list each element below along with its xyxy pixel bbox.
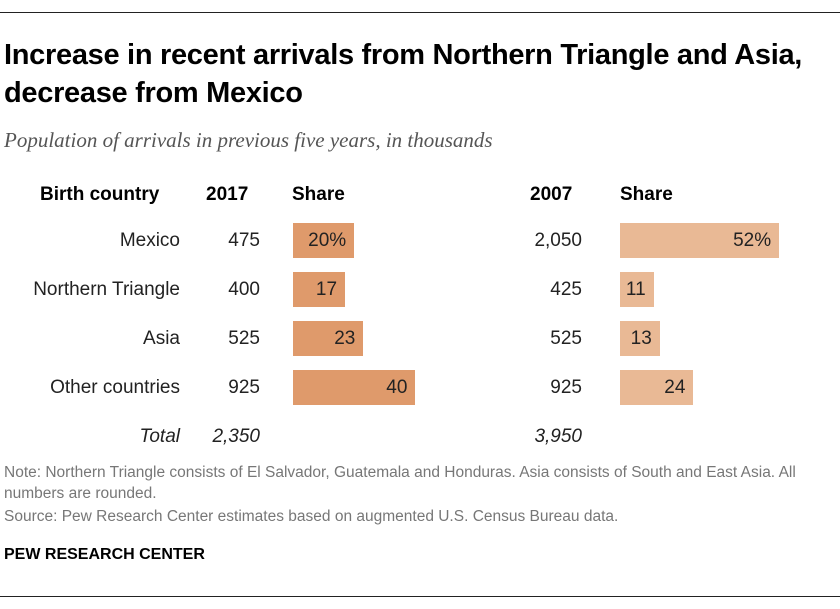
bar-share-2017: 40 [293,370,416,405]
brand-logo: PEW RESEARCH CENTER [4,546,205,563]
row-pop-2017: 925 [228,377,260,398]
row-pop-2017: 400 [228,279,260,300]
note-text: Note: Northern Triangle consists of El S… [4,464,796,502]
total-2017: 2,350 [212,426,260,447]
bar-share-2007: 11 [620,272,654,307]
row-country-label: Other countries [50,377,180,398]
header-share-2017: Share [292,184,345,205]
bar-share-2007: 52% [620,223,780,258]
row-pop-2007: 925 [550,377,582,398]
row-pop-2017: 475 [228,230,260,251]
bar-share-2007: 24 [620,370,694,405]
total-2007: 3,950 [534,426,582,447]
source-text: Source: Pew Research Center estimates ba… [4,508,619,525]
bar-share-2017: 23 [293,321,364,356]
row-pop-2007: 525 [550,328,582,349]
header-share-2007: Share [620,184,673,205]
header-2007: 2007 [530,184,573,205]
top-rule [0,12,840,13]
bar-share-2007: 13 [620,321,660,356]
row-pop-2007: 2,050 [534,230,582,251]
row-country-label: Asia [143,328,180,349]
header-2017: 2017 [206,184,249,205]
total-label: Total [139,426,181,447]
row-pop-2007: 425 [550,279,582,300]
bar-share-2017: 20% [293,223,355,258]
chart-subtitle: Population of arrivals in previous five … [4,128,493,152]
chart-title: Increase in recent arrivals from Norther… [4,39,803,109]
bottom-rule [0,596,840,597]
row-pop-2017: 525 [228,328,260,349]
bar-share-2017: 17 [293,272,346,307]
row-country-label: Mexico [119,230,180,251]
row-country-label: Northern Triangle [33,279,180,300]
header-birth-country: Birth country [40,184,160,205]
